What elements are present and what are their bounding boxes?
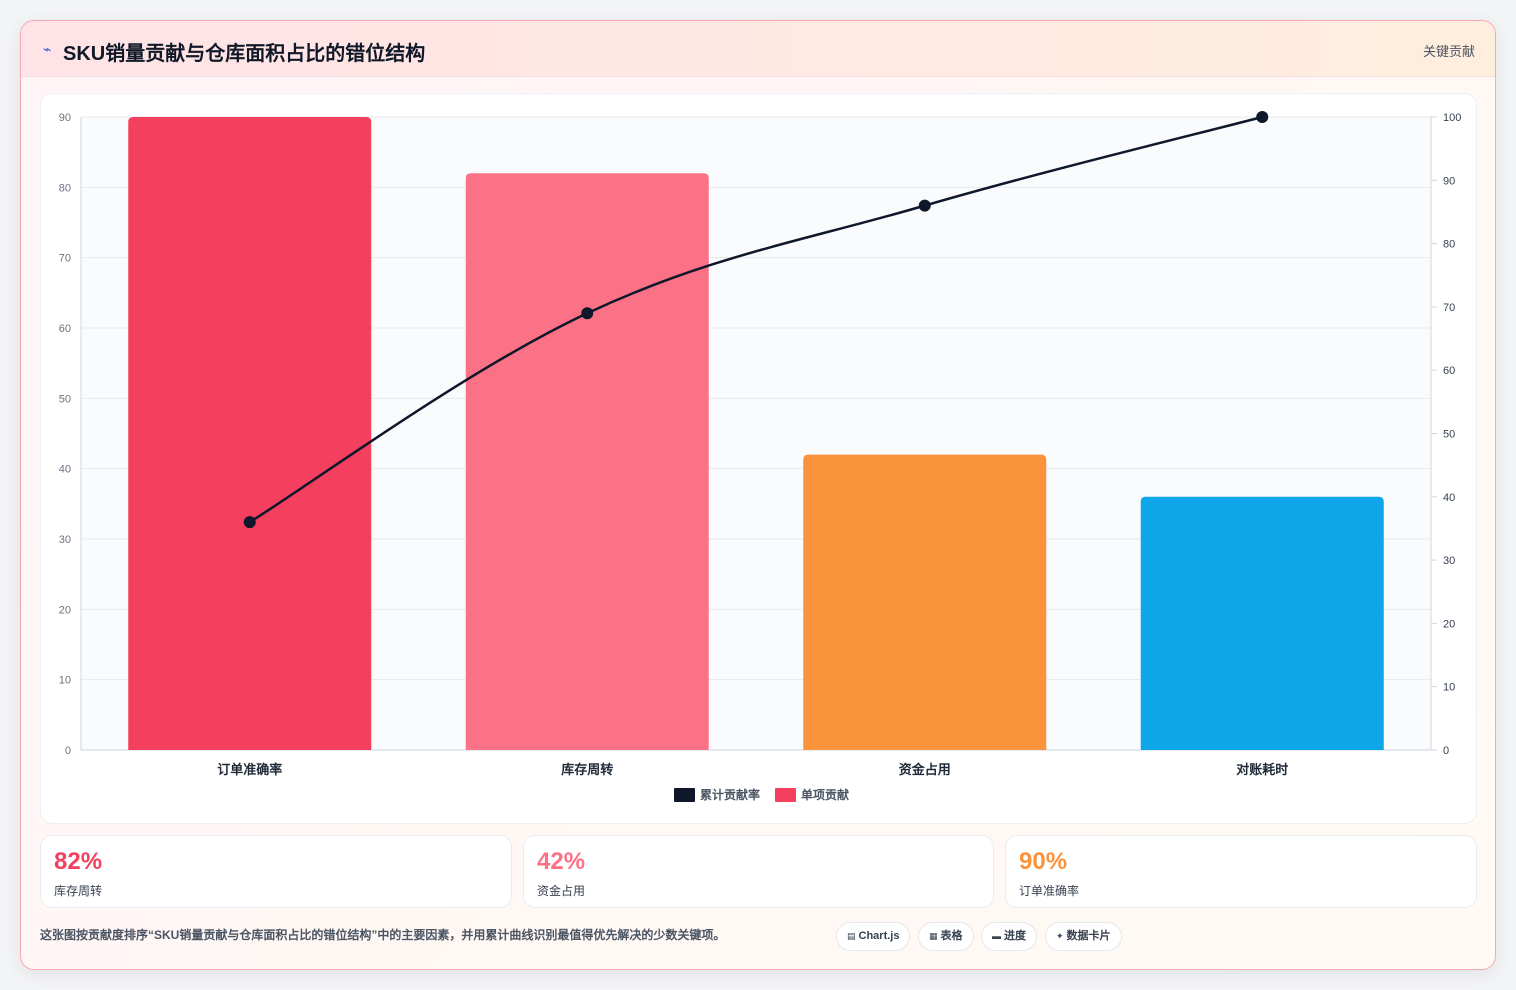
y-left-tick-label: 50 [59,393,71,405]
table-icon: ▦ [929,931,938,941]
progress-icon: ▬ [992,931,1001,941]
line-point [581,307,594,320]
y-right-tick-label: 40 [1443,492,1455,504]
chip-chartjs[interactable]: ▤ Chart.js [836,922,911,951]
y-right-tick-label: 30 [1443,555,1455,567]
legend-label: 累计贡献率 [700,787,760,802]
x-tick-label: 对账耗时 [1236,762,1288,777]
card-header: ⌁ SKU销量贡献与仓库面积占比的错位结构 关键贡献 [21,21,1495,77]
x-tick-label: 订单准确率 [217,762,282,777]
y-left-tick-label: 80 [59,182,71,194]
pareto-chart: 0 10 20 30 40 50 60 70 80 90 0 10 20 30 40 50 60 70 80 90 10… [59,111,1461,802]
y-right-tick-label: 50 [1443,429,1455,441]
chip-label: 进度 [1004,930,1026,942]
stat-card: 90% 订单准确率 [1005,835,1477,908]
y-right-tick-label: 80 [1443,239,1455,251]
y-left-tick-label: 90 [59,112,71,124]
chip-label: 表格 [940,930,963,942]
y-left-tick-label: 40 [59,464,71,476]
chip-data-cards[interactable]: ✦ 数据卡片 [1045,922,1122,951]
stat-label: 资金占用 [537,884,586,898]
bar [128,117,372,750]
chip-label: 数据卡片 [1066,930,1111,942]
y-right-tick-label: 70 [1443,302,1455,314]
y-left-tick-label: 70 [59,253,71,265]
bar [803,454,1047,750]
chart-description: 这张图按贡献度排序“SKU销量贡献与仓库面积占比的错位结构”中的主要因素，并用累… [40,928,726,942]
y-left-tick-label: 60 [59,323,71,335]
y-right-tick-label: 10 [1443,682,1455,694]
x-tick-label: 库存周转 [561,762,613,777]
y-left-tick-label: 0 [65,745,71,757]
stat-value: 90% [1019,848,1068,875]
y-right-tick-label: 0 [1443,745,1449,757]
legend-swatch [674,788,695,802]
y-left-tick-label: 20 [59,604,71,616]
bar [1140,496,1384,750]
line-point [243,516,256,529]
stat-label: 订单准确率 [1019,884,1080,898]
y-right-tick-label: 100 [1443,112,1461,124]
stat-value: 42% [537,848,586,875]
stat-label: 库存周转 [54,884,103,898]
stat-card: 82% 库存周转 [40,835,512,908]
cumulative-line [249,115,1263,524]
bar [465,173,709,750]
chip-progress[interactable]: ▬ 进度 [981,922,1037,951]
chip-label: Chart.js [858,930,900,942]
legend-swatch [775,788,796,802]
stat-value: 82% [54,848,103,875]
y-left-tick-label: 30 [59,534,71,546]
y-right-tick-label: 90 [1443,175,1455,187]
stat-card: 42% 资金占用 [523,835,994,908]
line-point [918,199,931,212]
line-point [1256,111,1269,123]
x-tick-label: 资金占用 [899,762,951,777]
chart-panel: 0 10 20 30 40 50 60 70 80 90 0 10 20 30 40 50 60 70 80 90 10… [40,93,1477,824]
legend-label: 单项贡献 [801,787,849,802]
card-title: SKU销量贡献与仓库面积占比的错位结构 [63,43,426,65]
sparkle-icon: ✦ [1056,931,1064,941]
chart-line-icon: ⌁ [43,41,52,57]
header-tag: 关键贡献 [1422,44,1475,59]
y-right-tick-label: 60 [1443,365,1455,377]
chip-table[interactable]: ▦ 表格 [918,922,974,951]
y-right-tick-label: 20 [1443,618,1455,630]
chart-card: ⌁ SKU销量贡献与仓库面积占比的错位结构 关键贡献 0 10 20 30 40 50 60… [20,20,1496,970]
chart-icon: ▤ [847,931,856,941]
y-left-tick-label: 10 [59,675,71,687]
